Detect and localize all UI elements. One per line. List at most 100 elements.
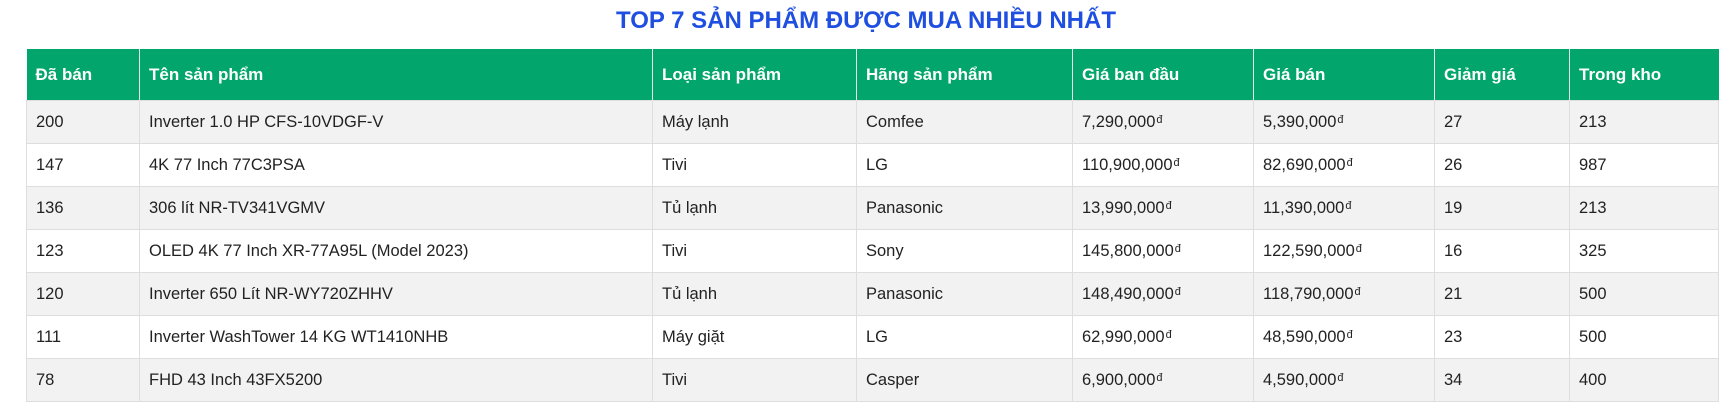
- table-row[interactable]: 78 FHD 43 Inch 43FX5200 Tivi Casper 6,900,00…: [26, 358, 1719, 402]
- cell-sale-price-value: 4,590,000: [1263, 370, 1337, 389]
- cell-brand: Sony: [856, 229, 1073, 273]
- currency-symbol: đ: [1174, 285, 1181, 298]
- table-header: Đã bán Tên sản phẩm Loại sản phẩm Hãng s…: [26, 49, 1719, 101]
- cell-brand: Panasonic: [856, 272, 1073, 316]
- cell-sold-value: 123: [36, 241, 64, 260]
- cell-product-name-value: OLED 4K 77 Inch XR-77A95L (Model 2023): [149, 241, 469, 260]
- header-discount[interactable]: Giảm giá: [1434, 49, 1570, 101]
- currency-symbol: đ: [1337, 113, 1344, 126]
- currency-symbol: đ: [1345, 199, 1352, 212]
- currency-symbol: đ: [1165, 328, 1172, 341]
- cell-sale-price: 11,390,000đ: [1253, 186, 1435, 230]
- cell-category: Tivi: [652, 229, 857, 273]
- cell-sale-price-value: 48,590,000: [1263, 327, 1346, 346]
- cell-brand: Comfee: [856, 100, 1073, 144]
- table-row[interactable]: 147 4K 77 Inch 77C3PSA Tivi LG 110,900,000đ 8…: [26, 143, 1719, 187]
- cell-category: Máy lạnh: [652, 100, 857, 144]
- cell-original-price-value: 7,290,000: [1082, 112, 1156, 131]
- cell-discount-value: 19: [1444, 198, 1463, 217]
- cell-sold-value: 147: [36, 155, 64, 174]
- cell-sold: 78: [26, 358, 140, 402]
- cell-category-value: Máy lạnh: [662, 112, 729, 131]
- table-body: 200 Inverter 1.0 HP CFS-10VDGF-V Máy lạnh C…: [26, 100, 1719, 402]
- header-brand[interactable]: Hãng sản phẩm: [856, 49, 1073, 101]
- cell-brand-value: Casper: [866, 370, 920, 389]
- table-row[interactable]: 123 OLED 4K 77 Inch XR-77A95L (Model 2023…: [26, 229, 1719, 273]
- cell-original-price-value: 110,900,000: [1082, 155, 1173, 174]
- header-sale-price[interactable]: Giá bán: [1253, 49, 1435, 101]
- cell-discount: 23: [1434, 315, 1570, 359]
- cell-category-value: Tivi: [662, 370, 688, 389]
- cell-category: Tủ lạnh: [652, 272, 857, 316]
- cell-stock: 987: [1569, 143, 1719, 187]
- cell-sale-price-value: 122,590,000: [1263, 241, 1355, 260]
- cell-discount-value: 27: [1444, 112, 1463, 131]
- cell-original-price: 62,990,000đ: [1072, 315, 1254, 359]
- cell-original-price: 145,800,000đ: [1072, 229, 1254, 273]
- header-original-price[interactable]: Giá ban đầu: [1072, 49, 1254, 101]
- cell-discount: 34: [1434, 358, 1570, 402]
- currency-symbol: đ: [1355, 242, 1362, 255]
- cell-product-name: 4K 77 Inch 77C3PSA: [139, 143, 653, 187]
- currency-symbol: đ: [1173, 156, 1180, 169]
- cell-stock-value: 213: [1579, 112, 1607, 131]
- header-stock[interactable]: Trong kho: [1569, 49, 1719, 101]
- cell-category: Máy giặt: [652, 315, 857, 359]
- table-row[interactable]: 200 Inverter 1.0 HP CFS-10VDGF-V Máy lạnh C…: [26, 100, 1719, 144]
- cell-brand-value: Panasonic: [866, 284, 944, 303]
- cell-discount-value: 16: [1444, 241, 1463, 260]
- top-products-table: Đã bán Tên sản phẩm Loại sản phẩm Hãng s…: [26, 49, 1719, 402]
- cell-product-name-value: 4K 77 Inch 77C3PSA: [149, 155, 305, 174]
- table-row[interactable]: 136 306 lít NR-TV341VGMV Tủ lạnh Panasonic 1…: [26, 186, 1719, 230]
- cell-stock-value: 500: [1579, 327, 1607, 346]
- cell-category-value: Tivi: [662, 241, 688, 260]
- cell-stock: 500: [1569, 315, 1719, 359]
- cell-sold: 136: [26, 186, 140, 230]
- cell-sale-price: 118,790,000đ: [1253, 272, 1435, 316]
- cell-product-name: OLED 4K 77 Inch XR-77A95L (Model 2023): [139, 229, 653, 273]
- table-row[interactable]: 120 Inverter 650 Lít NR-WY720ZHHV Tủ lạnh P…: [26, 272, 1719, 316]
- currency-symbol: đ: [1156, 371, 1163, 384]
- cell-original-price: 13,990,000đ: [1072, 186, 1254, 230]
- cell-original-price: 110,900,000đ: [1072, 143, 1254, 187]
- cell-product-name: FHD 43 Inch 43FX5200: [139, 358, 653, 402]
- cell-discount-value: 26: [1444, 155, 1463, 174]
- cell-original-price-value: 6,900,000: [1082, 370, 1156, 389]
- cell-original-price-value: 145,800,000: [1082, 241, 1174, 260]
- table-row[interactable]: 111 Inverter WashTower 14 KG WT1410NHB Máy…: [26, 315, 1719, 359]
- cell-sold: 123: [26, 229, 140, 273]
- cell-stock: 325: [1569, 229, 1719, 273]
- cell-discount: 27: [1434, 100, 1570, 144]
- header-category[interactable]: Loại sản phẩm: [652, 49, 857, 101]
- cell-product-name-value: 306 lít NR-TV341VGMV: [149, 198, 326, 217]
- cell-original-price-value: 13,990,000: [1082, 198, 1165, 217]
- cell-sale-price: 122,590,000đ: [1253, 229, 1435, 273]
- cell-stock-value: 400: [1579, 370, 1607, 389]
- page-title: TOP 7 SẢN PHẨM ĐƯỢC MUA NHIỀU NHẤT: [616, 7, 1116, 34]
- currency-symbol: đ: [1337, 371, 1344, 384]
- cell-product-name: Inverter WashTower 14 KG WT1410NHB: [139, 315, 653, 359]
- cell-sale-price: 48,590,000đ: [1253, 315, 1435, 359]
- cell-product-name-value: Inverter 1.0 HP CFS-10VDGF-V: [149, 112, 384, 131]
- cell-stock-value: 500: [1579, 284, 1607, 303]
- header-sold[interactable]: Đã bán: [26, 49, 140, 101]
- cell-stock: 400: [1569, 358, 1719, 402]
- cell-sale-price-value: 5,390,000: [1263, 112, 1337, 131]
- cell-stock: 213: [1569, 186, 1719, 230]
- header-product-name[interactable]: Tên sản phẩm: [139, 49, 653, 101]
- cell-stock-value: 325: [1579, 241, 1607, 260]
- cell-stock-value: 213: [1579, 198, 1607, 217]
- cell-sold-value: 111: [36, 327, 62, 346]
- cell-product-name: Inverter 650 Lít NR-WY720ZHHV: [139, 272, 653, 316]
- cell-category-value: Máy giặt: [662, 327, 725, 346]
- cell-product-name-value: FHD 43 Inch 43FX5200: [149, 370, 323, 389]
- cell-sale-price: 82,690,000đ: [1253, 143, 1435, 187]
- cell-sold: 147: [26, 143, 140, 187]
- cell-sale-price-value: 82,690,000: [1263, 155, 1346, 174]
- currency-symbol: đ: [1174, 242, 1181, 255]
- cell-stock-value: 987: [1579, 155, 1607, 174]
- currency-symbol: đ: [1156, 113, 1163, 126]
- cell-brand-value: Comfee: [866, 112, 924, 131]
- cell-brand-value: Panasonic: [866, 198, 944, 217]
- cell-discount: 19: [1434, 186, 1570, 230]
